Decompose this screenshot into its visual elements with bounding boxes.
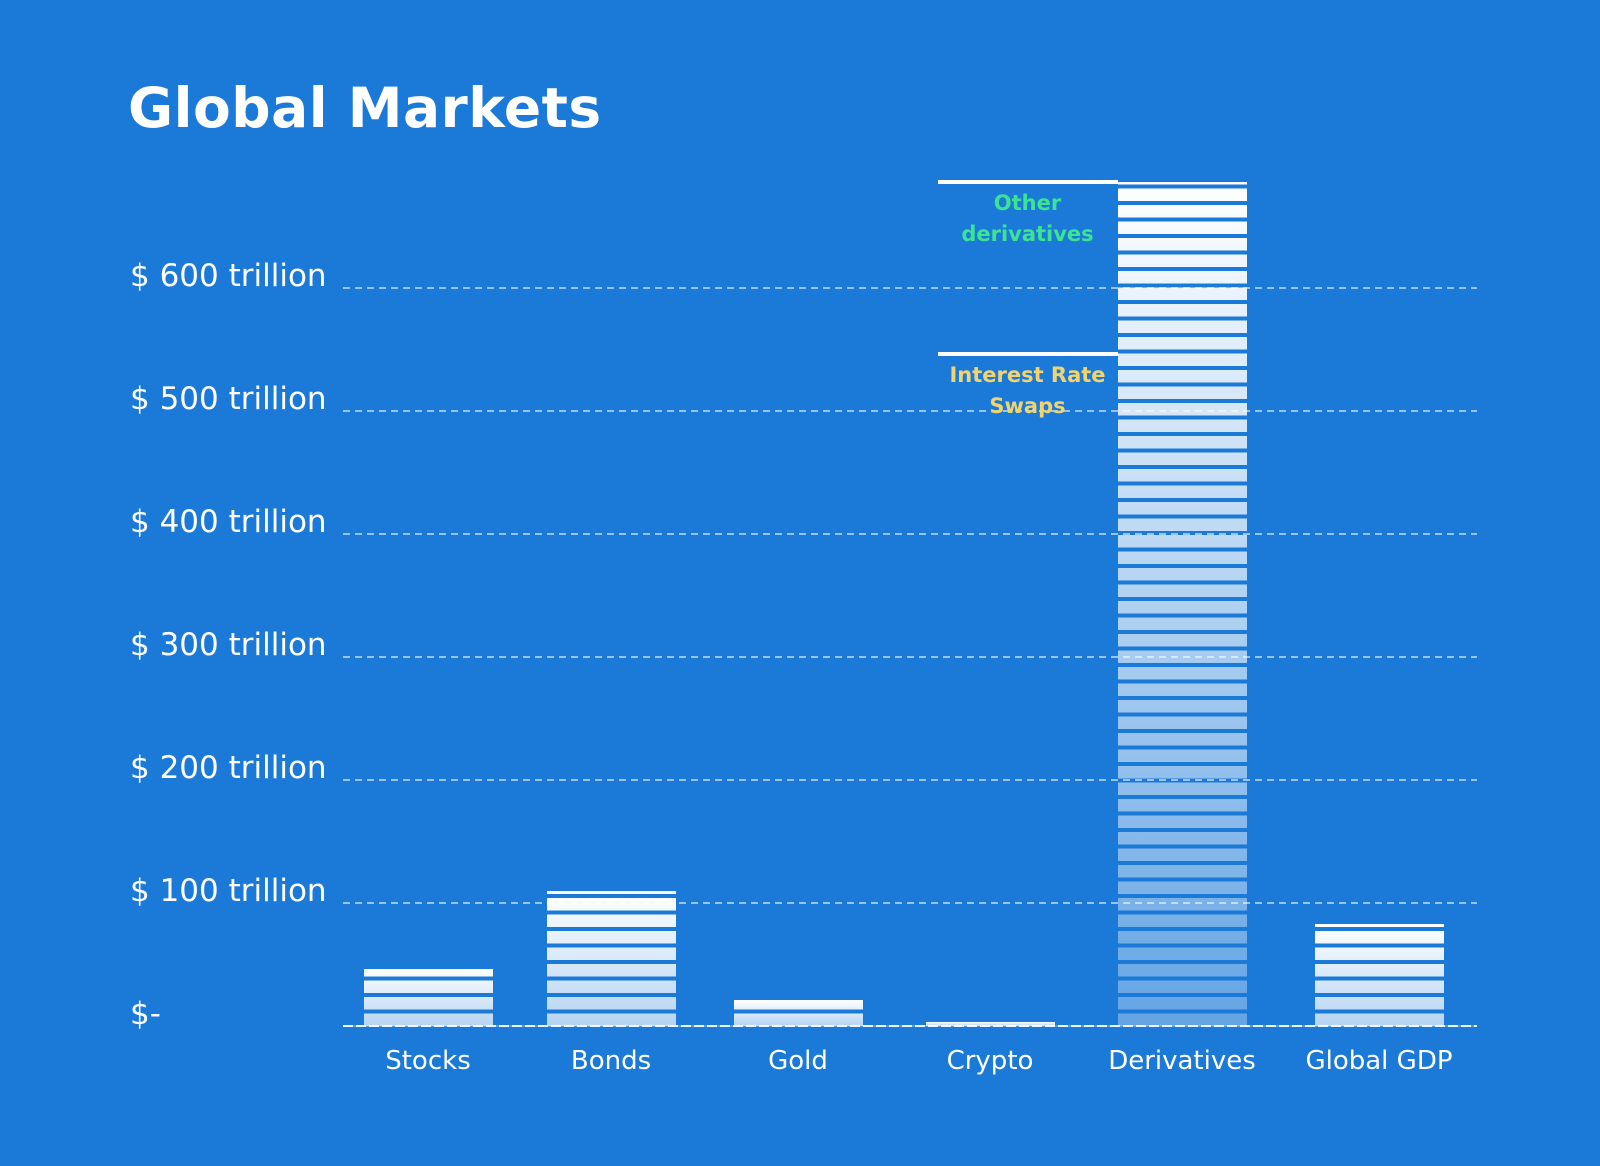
x-axis-label-global-gdp: Global GDP: [1305, 1046, 1453, 1076]
annotation-text-line: Other derivatives: [961, 191, 1094, 247]
y-axis-label-100-trillion: $ 100 trillion: [130, 873, 327, 909]
gridline-300-trillion: [343, 656, 1477, 658]
y-axis-label-200-trillion: $ 200 trillion: [130, 750, 327, 786]
annotation-line-other-derivatives: [937, 180, 1118, 185]
gridline-400-trillion: [343, 533, 1477, 535]
gridline-500-trillion: [343, 410, 1477, 412]
annotation-text-line: Interest Rate: [949, 363, 1106, 388]
gridline-0-trillion: [343, 1025, 1477, 1027]
gridline-200-trillion: [343, 779, 1477, 781]
x-axis-label-bonds: Bonds: [570, 1046, 652, 1076]
x-axis-label-stocks: Stocks: [385, 1046, 471, 1076]
annotation-text-line: Swaps: [989, 394, 1066, 419]
gridline-100-trillion: [343, 902, 1477, 904]
bar-stocks: [363, 969, 493, 1026]
x-axis-label-derivatives: Derivatives: [1108, 1046, 1256, 1076]
x-axis-label-crypto: Crypto: [946, 1046, 1034, 1076]
bar-bonds: [546, 890, 676, 1026]
bar-derivatives: [1117, 182, 1247, 1026]
y-axis-label-0-trillion: $-: [130, 996, 161, 1032]
annotation-line-interest-rate-swaps: [937, 352, 1118, 357]
y-axis-label-600-trillion: $ 600 trillion: [130, 258, 327, 294]
annotation-other-derivatives: Other derivatives: [937, 180, 1118, 250]
annotation-interest-rate-swaps: Interest Rate Swaps: [937, 352, 1118, 422]
annotation-label-interest-rate-swaps: Interest Rate Swaps: [938, 360, 1118, 422]
chart-title: Global Markets: [128, 76, 602, 140]
bar-gold: [733, 1000, 863, 1026]
gridline-600-trillion: [343, 287, 1477, 289]
bar-global-gdp: [1314, 923, 1444, 1026]
annotation-label-other-derivatives: Other derivatives: [938, 188, 1118, 250]
x-axis-label-gold: Gold: [768, 1046, 828, 1076]
y-axis-label-300-trillion: $ 300 trillion: [130, 627, 327, 663]
y-axis-label-400-trillion: $ 400 trillion: [130, 504, 327, 540]
bar-crypto: [925, 1022, 1055, 1026]
y-axis-label-500-trillion: $ 500 trillion: [130, 381, 327, 417]
